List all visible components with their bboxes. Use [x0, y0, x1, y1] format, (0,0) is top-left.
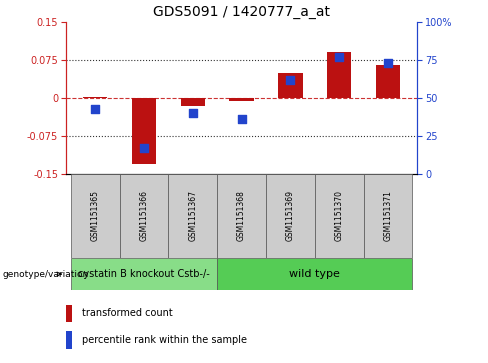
Bar — [181, 98, 205, 106]
Text: wild type: wild type — [289, 269, 340, 279]
Bar — [376, 65, 400, 98]
Text: GSM1151368: GSM1151368 — [237, 191, 246, 241]
Point — [189, 110, 197, 116]
Bar — [83, 97, 107, 98]
Bar — [229, 98, 254, 101]
Text: transformed count: transformed count — [81, 308, 172, 318]
Text: GSM1151366: GSM1151366 — [140, 191, 148, 241]
FancyBboxPatch shape — [364, 174, 412, 258]
FancyBboxPatch shape — [217, 258, 412, 290]
Point — [384, 60, 392, 66]
Point — [91, 106, 99, 111]
Text: GSM1151371: GSM1151371 — [384, 191, 392, 241]
FancyBboxPatch shape — [120, 174, 168, 258]
Bar — [278, 73, 303, 98]
FancyBboxPatch shape — [168, 174, 217, 258]
Text: genotype/variation: genotype/variation — [2, 270, 89, 278]
FancyBboxPatch shape — [71, 258, 217, 290]
Text: GSM1151369: GSM1151369 — [286, 191, 295, 241]
FancyBboxPatch shape — [266, 174, 315, 258]
Text: GSM1151370: GSM1151370 — [335, 191, 344, 241]
Point — [238, 117, 245, 122]
FancyBboxPatch shape — [217, 174, 266, 258]
Bar — [66, 331, 72, 349]
Bar — [327, 52, 351, 98]
FancyBboxPatch shape — [315, 174, 364, 258]
Text: percentile rank within the sample: percentile rank within the sample — [81, 335, 247, 345]
Text: cystatin B knockout Cstb-/-: cystatin B knockout Cstb-/- — [78, 269, 210, 279]
FancyBboxPatch shape — [71, 174, 120, 258]
Point — [335, 54, 343, 60]
Point — [286, 77, 294, 83]
Point — [140, 146, 148, 151]
Bar — [66, 305, 72, 322]
Title: GDS5091 / 1420777_a_at: GDS5091 / 1420777_a_at — [153, 5, 330, 19]
Bar — [132, 98, 156, 164]
Text: GSM1151365: GSM1151365 — [91, 191, 100, 241]
Text: GSM1151367: GSM1151367 — [188, 191, 197, 241]
